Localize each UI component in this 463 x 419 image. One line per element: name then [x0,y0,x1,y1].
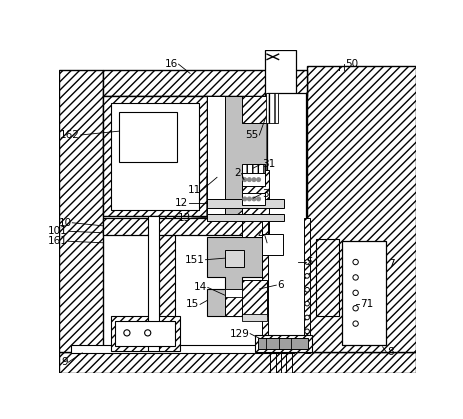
Circle shape [124,330,130,336]
Text: 8: 8 [386,347,393,357]
Bar [264,50,295,96]
Bar [206,214,283,221]
Bar [206,96,224,216]
Bar [206,199,283,208]
Circle shape [247,178,251,181]
Circle shape [304,274,309,278]
Bar [241,173,264,186]
Circle shape [304,329,309,334]
Bar [266,93,277,124]
Bar [267,93,305,347]
Text: 11: 11 [187,186,200,195]
Text: 16: 16 [164,59,177,69]
Text: 10: 10 [58,218,71,228]
Bar [59,352,416,373]
Bar [254,335,312,352]
Circle shape [352,290,357,295]
Circle shape [251,178,255,181]
Circle shape [352,305,357,311]
Bar [257,338,307,349]
Circle shape [352,275,357,280]
Bar [70,345,294,353]
Bar [315,239,338,316]
Bar [241,193,264,205]
Bar [241,164,264,174]
Bar [111,103,199,210]
Bar [103,96,206,216]
Bar [59,70,103,352]
Text: 4: 4 [257,230,263,240]
Circle shape [256,178,260,181]
Bar [111,316,180,351]
Bar [224,289,241,316]
Text: 5: 5 [306,257,312,267]
Bar [103,70,307,96]
Bar [261,218,267,353]
Bar [241,280,267,316]
Text: 31: 31 [261,159,274,169]
Polygon shape [206,96,267,216]
Text: 151: 151 [184,255,204,265]
Text: 13: 13 [177,213,190,223]
Circle shape [247,197,251,201]
Bar [303,218,309,353]
Circle shape [352,259,357,265]
Bar [147,216,159,351]
Text: 12: 12 [174,198,188,208]
Circle shape [304,301,309,306]
Bar [103,218,307,235]
Bar [241,170,268,217]
Bar [159,216,174,351]
Circle shape [304,287,309,292]
Text: 14: 14 [194,282,206,292]
Text: 161: 161 [48,236,68,246]
Bar [241,218,268,238]
Bar [341,241,386,345]
Text: 6: 6 [276,280,283,290]
Text: 129: 129 [229,328,249,339]
Polygon shape [206,238,263,316]
Bar [114,321,174,346]
Circle shape [242,197,246,201]
Circle shape [242,178,246,181]
Text: 162: 162 [60,130,80,140]
Text: 15: 15 [186,300,199,309]
Circle shape [144,330,150,336]
Bar [224,289,241,297]
Circle shape [251,197,255,201]
Bar [224,251,244,267]
Bar [119,112,176,162]
Bar [307,66,416,352]
Circle shape [304,315,309,320]
Text: 2: 2 [234,168,240,178]
Circle shape [352,321,357,326]
Text: 7: 7 [387,259,394,269]
Bar [241,96,267,124]
Text: 50: 50 [345,59,358,69]
Bar [261,233,282,255]
Circle shape [304,260,309,264]
Circle shape [256,197,260,201]
Text: 9: 9 [61,357,68,367]
Text: 55: 55 [245,130,258,140]
Text: 101: 101 [48,226,68,236]
Text: 3: 3 [261,189,268,199]
Bar [241,314,267,321]
Text: 71: 71 [359,300,373,309]
